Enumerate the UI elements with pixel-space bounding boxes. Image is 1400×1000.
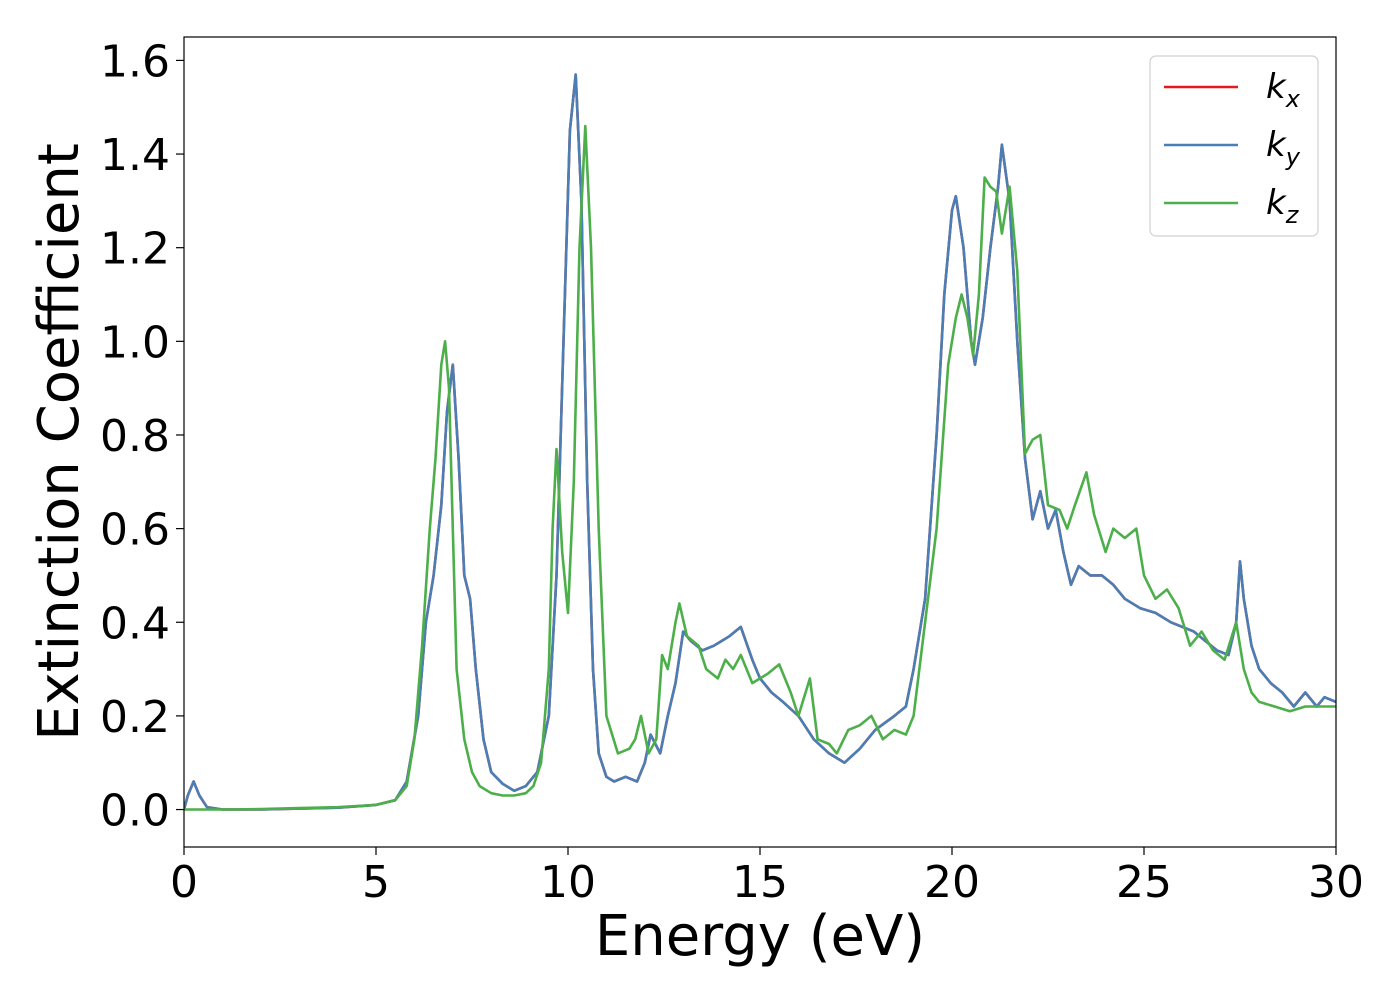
legend-label-base: k [1266, 183, 1287, 223]
x-tick-label: 15 [732, 857, 788, 908]
x-tick-label: 20 [924, 857, 980, 908]
x-tick-label: 25 [1116, 857, 1172, 908]
legend-label-subscript: x [1285, 85, 1301, 113]
y-tick-label: 0.8 [100, 411, 170, 462]
legend-label-subscript: y [1285, 143, 1301, 171]
x-axis-title: Energy (eV) [595, 904, 925, 969]
x-tick-label: 10 [540, 857, 596, 908]
series-line-kz [184, 124, 1336, 811]
x-tick-label: 5 [362, 857, 390, 908]
series-line-ky [184, 73, 1336, 811]
y-tick-label: 0.4 [100, 598, 170, 649]
legend-label-base: k [1266, 67, 1287, 107]
y-tick-label: 1.6 [100, 36, 170, 87]
y-tick-label: 0.0 [100, 786, 170, 837]
x-axis: 0 5 10 15 20 25 30 [170, 847, 1364, 908]
legend-label-base: k [1266, 125, 1287, 165]
y-tick-label: 1.0 [100, 317, 170, 368]
y-tick-label: 0.6 [100, 505, 170, 556]
y-tick-label: 0.2 [100, 692, 170, 743]
x-tick-label: 0 [170, 857, 198, 908]
legend-label-kx: kx [1266, 67, 1301, 113]
x-tick-label: 30 [1308, 857, 1364, 908]
y-axis: 0.0 0.2 0.4 0.6 0.8 1.0 1.2 1.4 1.6 [100, 36, 184, 837]
legend-label-kz: kz [1266, 183, 1300, 229]
legend-label-ky: ky [1266, 125, 1301, 171]
y-tick-label: 1.4 [100, 130, 170, 181]
y-tick-label: 1.2 [100, 224, 170, 275]
legend-label-subscript: z [1285, 201, 1300, 229]
y-axis-title: Extinction Coefficient [27, 143, 92, 741]
series-layer [184, 73, 1336, 811]
